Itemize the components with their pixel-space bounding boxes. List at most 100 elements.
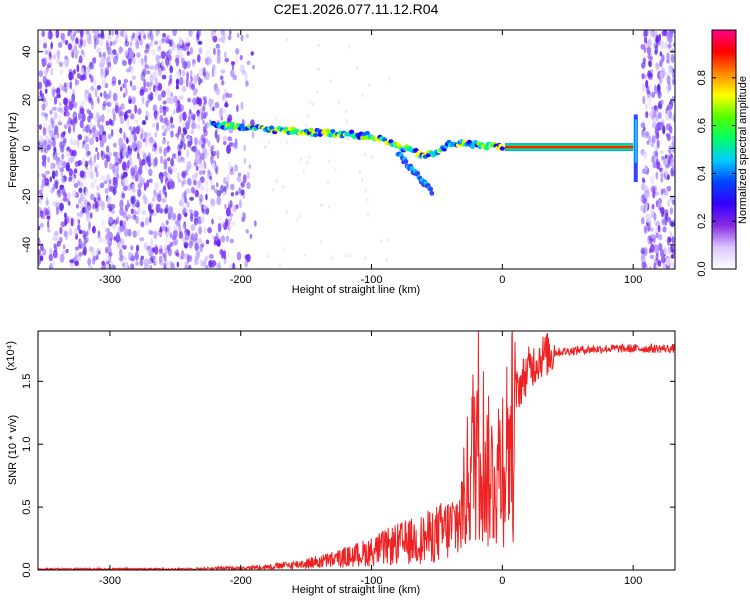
signal-blob [409,166,415,171]
noise-blob [43,207,48,217]
noise-blob [137,140,143,149]
noise-blob [367,212,370,217]
noise-blob [193,90,197,96]
colorbar-tick-label: 0.8 [696,70,708,85]
noise-blob [158,248,163,255]
noise-blob [140,221,145,228]
noise-blob [232,74,237,81]
spectrogram-x-tick-label: 100 [624,274,642,286]
noise-blob [137,206,142,214]
noise-blob [178,50,184,61]
noise-blob [62,249,66,255]
noise-blob [122,161,127,171]
noise-blob [57,121,63,126]
noise-blob [76,138,80,148]
noise-blob [97,250,101,255]
noise-blob [100,56,105,65]
noise-blob [167,124,172,129]
noise-blob [226,180,229,190]
noise-blob [66,191,72,200]
noise-blob [91,61,95,70]
noise-blob [102,134,107,144]
noise-blob [145,155,151,163]
noise-blob [123,256,127,261]
noise-blob [216,54,221,64]
noise-blob [210,198,216,207]
noise-blob [42,248,47,256]
noise-blob [117,241,122,250]
noise-blob [59,167,65,173]
noise-blob [190,114,194,119]
noise-blob [349,253,352,258]
noise-blob [184,261,188,268]
noise-blob [160,175,163,184]
noise-blob [666,83,670,94]
noise-blob [285,139,288,144]
noise-blob [87,257,92,267]
noise-blob [207,140,211,148]
colorbar-tick-label: 0.6 [696,118,708,133]
noise-blob [108,207,113,212]
noise-blob [221,221,227,228]
noise-blob [38,124,42,130]
noise-blob [136,51,141,58]
spectrogram-y-axis: -40 -20 0 20 40 [21,46,675,253]
noise-blob [41,160,45,167]
noise-blob [344,109,348,114]
noise-blob [59,83,63,91]
noise-blob [161,139,166,145]
noise-blob [131,141,137,150]
noise-blob [89,121,93,130]
noise-blob [74,53,78,59]
noise-blob [659,60,662,68]
noise-blob [79,107,85,115]
noise-blob [131,170,135,180]
noise-blob [186,201,190,208]
noise-blob [64,39,69,46]
noise-blob [111,80,116,87]
noise-blob [672,138,675,144]
noise-blob [149,76,153,83]
noise-blob [39,255,44,262]
noise-blob [47,139,53,149]
noise-blob [154,156,158,166]
noise-blob [194,150,198,158]
noise-blob [240,182,245,189]
noise-blob [134,119,139,124]
noise-blob [172,30,177,37]
noise-blob [207,57,213,65]
noise-blob [182,61,186,69]
noise-blob [108,118,112,126]
noise-blob [115,37,119,44]
noise-blob [196,179,199,189]
signal-blob [469,144,476,149]
noise-blob [127,57,132,65]
noise-blob [148,257,153,265]
noise-blob [47,205,50,213]
noise-blob [104,153,109,159]
noise-blob [123,49,129,57]
noise-blob [206,171,211,180]
noise-blob [196,98,202,105]
noise-blob [654,244,659,254]
noise-blob [132,56,136,65]
noise-blob [667,156,671,165]
noise-blob [164,51,169,57]
noise-blob [118,137,124,147]
noise-blob [130,195,135,205]
noise-blob [651,203,655,210]
noise-blob [126,160,130,169]
noise-blob [96,254,99,260]
noise-blob [643,30,647,37]
noise-blob [198,226,202,235]
noise-blob [78,55,83,64]
noise-blob [648,248,652,254]
noise-blob [201,215,205,224]
noise-blob [56,157,61,162]
noise-blob [204,180,209,187]
noise-blob [72,257,76,264]
noise-blob [48,248,53,255]
noise-blob [47,138,52,144]
noise-blob [139,149,143,154]
noise-blob [181,132,185,137]
